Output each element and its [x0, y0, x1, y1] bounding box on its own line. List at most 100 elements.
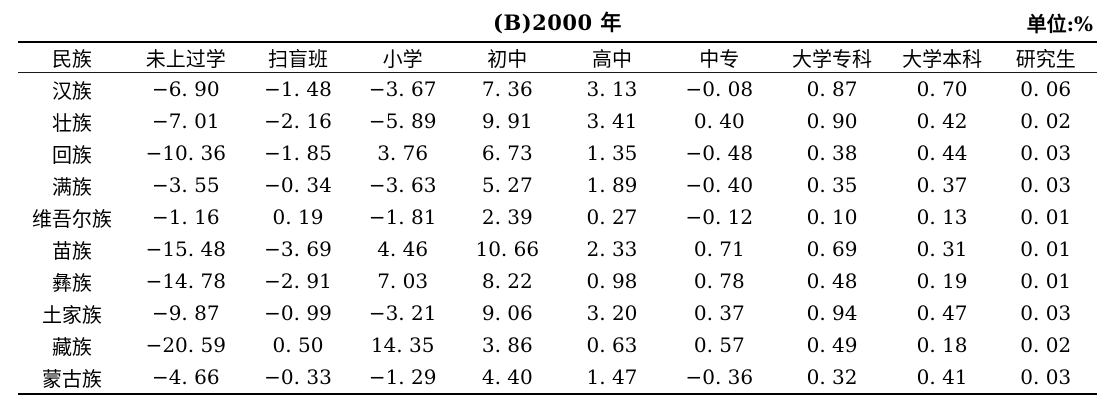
value-cell: 0. 31 [916, 237, 968, 261]
column-header: 研究生 [1015, 47, 1076, 71]
value-cell: −3. 63 [368, 173, 437, 197]
value-cell: 5. 27 [481, 173, 533, 197]
value-cell: 0. 19 [272, 205, 324, 229]
value-cell: 1. 35 [586, 141, 638, 165]
header-row: 民族 未上过学 扫盲班 小学 初中 高中 中专 大学专科 大学本科 研究生 [18, 42, 1097, 73]
value-cell: 0. 06 [1020, 77, 1072, 101]
value-cell: 14. 35 [370, 333, 435, 357]
value-cell: 3. 41 [586, 109, 638, 133]
value-cell: 0. 01 [1020, 205, 1072, 229]
value-cell: 0. 10 [806, 205, 858, 229]
value-cell: −1. 81 [368, 205, 437, 229]
ethnicity-cell: 苗族 [51, 238, 92, 263]
value-cell: 7. 36 [481, 77, 533, 101]
value-cell: 0. 71 [693, 237, 745, 261]
value-cell: 0. 49 [806, 333, 858, 357]
value-cell: 10. 66 [475, 237, 540, 261]
value-cell: 0. 57 [693, 333, 745, 357]
value-cell: 0. 35 [806, 173, 858, 197]
table-row: 满族 −3. 55 −0. 34 −3. 63 5. 27 1. 89 −0. 40 0. 3… [18, 169, 1097, 201]
value-cell: 0. 70 [916, 77, 968, 101]
table-row: 苗族 −15. 48 −3. 69 4. 46 10. 66 2. 33 0. 71 0. 6… [18, 233, 1097, 265]
value-cell: 0. 42 [916, 109, 968, 133]
value-cell: 0. 38 [806, 141, 858, 165]
table-title: (B)2000 年 [493, 10, 622, 35]
value-cell: 0. 19 [916, 269, 968, 293]
data-table: 民族 未上过学 扫盲班 小学 初中 高中 中专 大学专科 大学本科 研究生 汉族 −6. 90 −1.… [18, 41, 1097, 395]
value-cell: −0. 33 [264, 365, 332, 389]
ethnicity-cell: 回族 [51, 142, 92, 167]
value-cell: −0. 08 [685, 77, 754, 101]
ethnicity-cell: 满族 [51, 174, 92, 199]
table-row: 回族 −10. 36 −1. 85 3. 76 6. 73 1. 35 −0. 48 0. 3… [18, 137, 1097, 169]
caption-row: (B)2000 年 单位:% [18, 7, 1097, 37]
value-cell: 6. 73 [481, 141, 533, 165]
value-cell: 4. 40 [481, 365, 533, 389]
value-cell: 0. 41 [916, 365, 968, 389]
column-header-ethnicity: 民族 [51, 47, 92, 71]
value-cell: −3. 55 [151, 173, 220, 197]
value-cell: −0. 40 [685, 173, 754, 197]
value-cell: 0. 01 [1020, 237, 1072, 261]
value-cell: 1. 47 [586, 365, 638, 389]
value-cell: 0. 44 [916, 141, 968, 165]
value-cell: 0. 27 [586, 205, 638, 229]
table-body: 汉族 −6. 90 −1. 48 −3. 67 7. 36 3. 13 −0. 08 0. 8… [18, 73, 1097, 395]
table-row: 彝族 −14. 78 −2. 91 7. 03 8. 22 0. 98 0. 78 0. 48… [18, 265, 1097, 297]
table-header: 民族 未上过学 扫盲班 小学 初中 高中 中专 大学专科 大学本科 研究生 [18, 42, 1097, 73]
value-cell: 2. 33 [586, 237, 638, 261]
value-cell: 0. 02 [1020, 333, 1072, 357]
value-cell: 0. 48 [806, 269, 858, 293]
value-cell: 1. 89 [586, 173, 638, 197]
table-row: 汉族 −6. 90 −1. 48 −3. 67 7. 36 3. 13 −0. 08 0. 8… [18, 73, 1097, 106]
value-cell: −3. 69 [264, 237, 332, 261]
value-cell: −7. 01 [151, 109, 220, 133]
column-header: 高中 [591, 47, 632, 71]
value-cell: −9. 87 [151, 301, 220, 325]
ethnicity-cell: 彝族 [51, 270, 92, 295]
column-header: 未上过学 [145, 47, 226, 71]
ethnicity-cell: 土家族 [41, 302, 102, 327]
ethnicity-cell: 维吾尔族 [31, 206, 112, 231]
value-cell: 0. 03 [1020, 173, 1072, 197]
table-row: 蒙古族 −4. 66 −0. 33 −1. 29 4. 40 1. 47 −0. 36 0. … [18, 361, 1097, 394]
value-cell: 2. 39 [481, 205, 533, 229]
value-cell: 0. 50 [272, 333, 324, 357]
column-header: 大学专科 [792, 47, 873, 71]
value-cell: −1. 85 [264, 141, 332, 165]
value-cell: −2. 91 [264, 269, 332, 293]
ethnicity-cell: 汉族 [51, 78, 92, 103]
value-cell: 0. 03 [1020, 141, 1072, 165]
value-cell: 3. 76 [377, 141, 429, 165]
value-cell: −6. 90 [151, 77, 220, 101]
value-cell: 9. 91 [481, 109, 533, 133]
value-cell: −0. 34 [264, 173, 332, 197]
value-cell: 0. 32 [806, 365, 858, 389]
value-cell: −1. 16 [151, 205, 220, 229]
value-cell: 0. 47 [916, 301, 968, 325]
ethnicity-cell: 壮族 [51, 110, 92, 135]
value-cell: 3. 20 [586, 301, 638, 325]
value-cell: −1. 29 [368, 365, 437, 389]
value-cell: −0. 48 [685, 141, 754, 165]
value-cell: 0. 03 [1020, 301, 1072, 325]
value-cell: 0. 03 [1020, 365, 1072, 389]
value-cell: 0. 40 [693, 109, 745, 133]
value-cell: 0. 13 [916, 205, 968, 229]
value-cell: −14. 78 [145, 269, 226, 293]
value-cell: −0. 12 [685, 205, 754, 229]
value-cell: 0. 94 [806, 301, 858, 325]
value-cell: −15. 48 [145, 237, 226, 261]
value-cell: 7. 03 [377, 269, 429, 293]
value-cell: −3. 67 [368, 77, 437, 101]
value-cell: 0. 98 [586, 269, 638, 293]
value-cell: −1. 48 [264, 77, 332, 101]
value-cell: −4. 66 [151, 365, 220, 389]
column-header: 小学 [382, 47, 423, 71]
value-cell: 8. 22 [481, 269, 533, 293]
value-cell: −20. 59 [145, 333, 226, 357]
unit-label: 单位:% [1026, 12, 1093, 36]
table-row: 壮族 −7. 01 −2. 16 −5. 89 9. 91 3. 41 0. 40 0. 90… [18, 105, 1097, 137]
value-cell: −2. 16 [264, 109, 332, 133]
